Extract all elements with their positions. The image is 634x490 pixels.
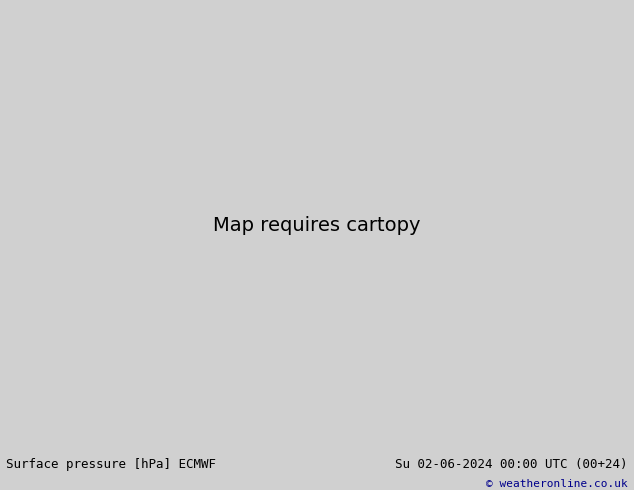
Text: Map requires cartopy: Map requires cartopy bbox=[213, 216, 421, 235]
Text: Su 02-06-2024 00:00 UTC (00+24): Su 02-06-2024 00:00 UTC (00+24) bbox=[395, 458, 628, 471]
Text: Surface pressure [hPa] ECMWF: Surface pressure [hPa] ECMWF bbox=[6, 458, 216, 471]
Text: © weatheronline.co.uk: © weatheronline.co.uk bbox=[486, 479, 628, 489]
